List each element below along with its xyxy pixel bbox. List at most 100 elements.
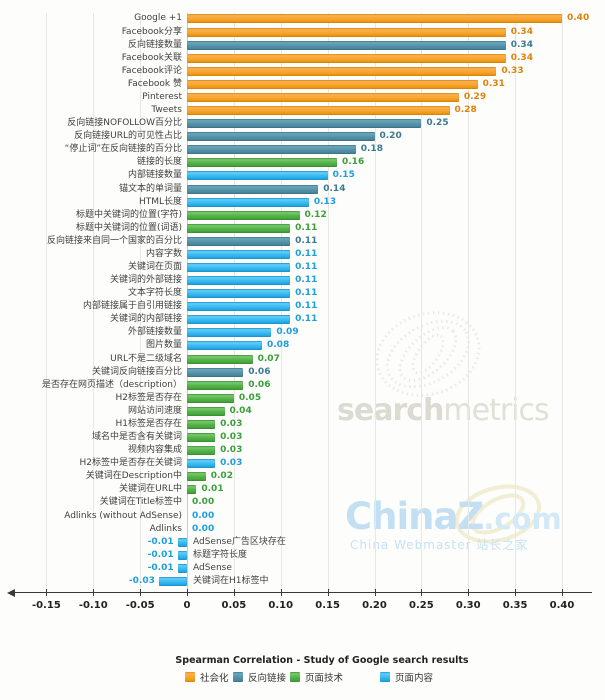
legend-label: 社会化	[200, 673, 229, 684]
value-label: 0.00	[192, 497, 215, 508]
gridline	[374, 13, 376, 592]
category-label: H1标签是否存在	[115, 418, 183, 429]
value-label: 0.11	[295, 222, 318, 233]
x-tick	[46, 589, 48, 596]
category-label: 关键词的外部链接	[109, 275, 182, 286]
value-label: 0.34	[510, 52, 533, 63]
x-axis-line	[14, 592, 592, 593]
category-label: Facebook分享	[121, 26, 182, 37]
gridline	[562, 13, 563, 592]
bar	[187, 249, 291, 259]
value-label: 0.12	[304, 209, 327, 220]
bar-row: 关键词反向链接百分比 0.06	[0, 366, 605, 379]
bar-row: Tweets 0.28	[0, 104, 605, 117]
value-label: 0.04	[229, 405, 252, 416]
gridline	[46, 13, 48, 592]
legend-label: 页面内容	[395, 673, 434, 684]
bar-row: 链接的长度 0.16	[0, 156, 605, 169]
category-label: 内部链接属于自引用链接	[82, 301, 182, 312]
legend-swatch-social	[185, 672, 195, 682]
bar-row: 视频内容集成 0.03	[0, 444, 605, 457]
value-label: 0.25	[426, 118, 449, 129]
bar	[187, 79, 478, 89]
category-label: 域名中是否含有关键词	[91, 432, 182, 443]
value-label: 0.08	[267, 340, 290, 351]
gridline	[140, 13, 142, 592]
value-label: -0.01	[147, 536, 174, 547]
value-label: 0.11	[295, 235, 318, 246]
bar-row: 关键词在H1标签中 -0.03	[0, 575, 605, 588]
category-label: 标题字符长度	[193, 549, 248, 560]
bar-row: Facebook关联 0.34	[0, 52, 605, 65]
bar	[177, 563, 187, 573]
bar	[187, 197, 309, 207]
value-label: 0.16	[342, 157, 365, 168]
legend-swatch-backlink	[233, 672, 243, 682]
value-label: 0.03	[220, 418, 243, 429]
x-tick	[187, 589, 188, 596]
bar-row: Adlinks (without AdSense) 0.00	[0, 510, 605, 523]
value-label: 0.18	[360, 144, 383, 155]
category-label: 外部链接数量	[127, 327, 182, 338]
x-tick-label: 0.15	[315, 600, 340, 611]
bar	[187, 223, 291, 233]
bar-row: 锚文本的单词量 0.14	[0, 183, 605, 196]
bar	[187, 184, 319, 194]
x-tick-label: 0	[183, 600, 191, 611]
category-label: Google +1	[134, 13, 182, 24]
bar	[187, 119, 422, 129]
category-label: HTML长度	[138, 196, 182, 207]
x-tick	[280, 589, 282, 596]
value-label: 0.11	[295, 248, 318, 259]
value-label: 0.13	[313, 196, 337, 207]
category-label: AdSense	[193, 562, 232, 573]
x-tick-label: 0.20	[362, 600, 387, 611]
value-label: -0.03	[128, 575, 155, 586]
bar-row: 域名中是否含有关键词 0.03	[0, 431, 605, 444]
x-tick-label: -0.05	[125, 600, 155, 611]
value-label: 0.11	[295, 301, 318, 312]
category-label: 关键词在页面	[127, 261, 182, 272]
gridline	[327, 13, 329, 592]
bar	[187, 380, 244, 390]
legend-item-content: 页面内容	[380, 671, 434, 684]
gridline	[421, 13, 423, 592]
bar	[177, 537, 187, 547]
x-tick	[562, 589, 563, 596]
legend-item-backlink: 反向链接	[233, 671, 287, 684]
bar	[187, 472, 206, 482]
category-label: Facebook 赞	[127, 78, 182, 89]
x-tick-label: -0.15	[31, 600, 61, 611]
x-tick	[93, 589, 95, 596]
category-label: URL不是二级域名	[110, 353, 182, 364]
value-label: 0.11	[295, 261, 318, 272]
bar-row: HTML长度 0.13	[0, 196, 605, 209]
legend-swatch-tech	[290, 672, 300, 682]
legend-label: 反向链接	[248, 673, 287, 684]
category-label: 图片数量	[145, 340, 182, 351]
category-label: 标题中关键词的位置(词语)	[75, 222, 182, 233]
bar-row: AdSense广告区块存在 -0.01	[0, 536, 605, 549]
bar	[187, 459, 216, 469]
value-label: 0.06	[248, 366, 271, 377]
bar-row: 图片数量 0.08	[0, 339, 605, 352]
x-tick-label: 0.35	[502, 600, 528, 611]
bar	[187, 14, 562, 24]
value-label: 0.14	[323, 183, 346, 194]
x-tick	[421, 589, 423, 596]
value-label: 0.33	[501, 65, 524, 76]
category-label: 关键词的内部链接	[109, 314, 182, 325]
value-label: 0.01	[201, 484, 224, 495]
bar-row: 文本字符长度 0.11	[0, 287, 605, 300]
value-label: 0.05	[238, 392, 262, 403]
bar	[187, 132, 375, 142]
category-label: 内部链接数量	[127, 170, 182, 181]
bar-row: H2标签是否存在 0.05	[0, 392, 605, 405]
bar-row: 标题字符长度 -0.01	[0, 549, 605, 562]
bar	[187, 393, 234, 403]
bar-row: H1标签是否存在 0.03	[0, 418, 605, 431]
category-label: 反向链接来自同一个国家的百分比	[46, 235, 182, 246]
value-label: 0.11	[295, 288, 318, 299]
